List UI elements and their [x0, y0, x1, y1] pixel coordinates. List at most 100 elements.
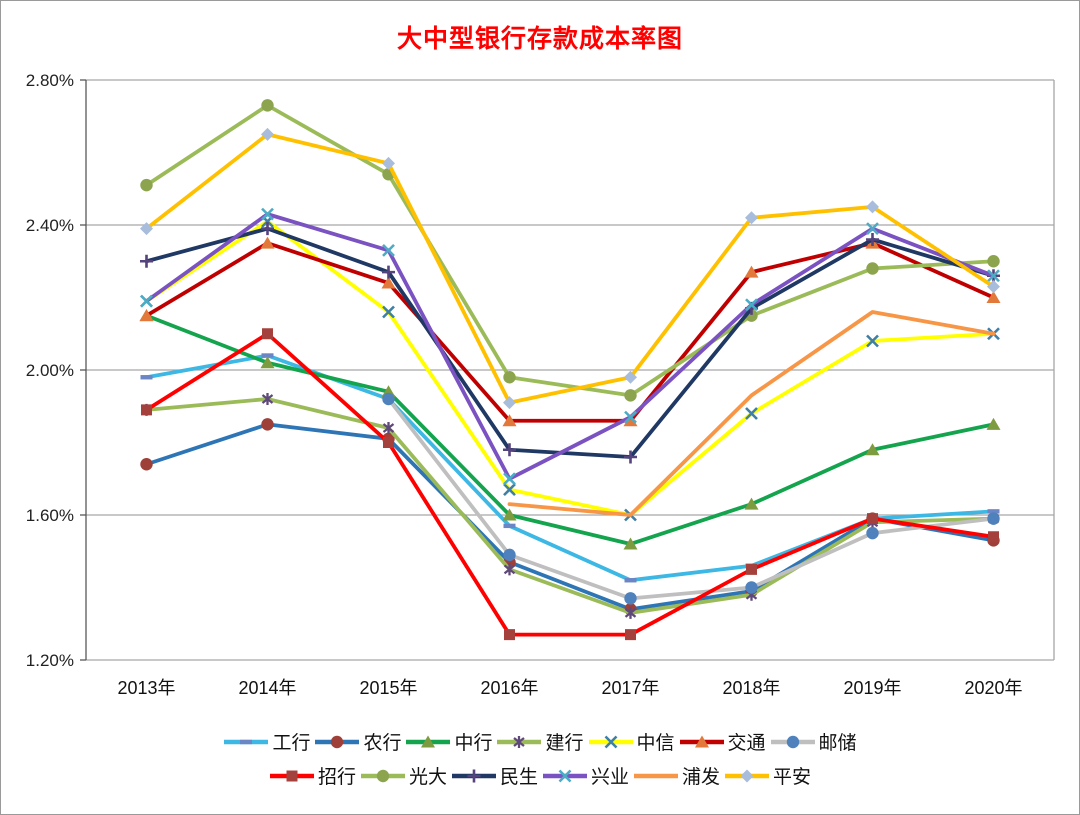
legend-item-4: 中信: [588, 728, 675, 755]
legend-swatch: [315, 735, 360, 748]
legend-item-3: 建行: [496, 728, 584, 755]
series-marker: [503, 483, 516, 497]
series-marker: [740, 769, 754, 782]
series-marker: [262, 328, 273, 340]
series-marker: [382, 392, 395, 406]
legend-label: 中信: [636, 732, 675, 754]
series-line-12: [144, 132, 996, 405]
series-marker: [623, 414, 638, 427]
series-marker: [467, 769, 481, 782]
series-marker: [866, 200, 879, 214]
series-marker: [382, 156, 395, 170]
y-tick-label: 2.80%: [26, 71, 74, 90]
series-line-7: [144, 331, 996, 637]
series-marker: [986, 291, 1001, 303]
series-marker: [987, 255, 1000, 268]
series-marker: [503, 472, 516, 486]
series-marker: [139, 309, 154, 322]
x-tick-label: 2017年: [601, 678, 659, 698]
series-marker: [503, 523, 516, 529]
series-marker: [987, 512, 1000, 525]
x-tick-label: 2016年: [480, 678, 538, 698]
series-line-8: [144, 103, 996, 398]
series-marker: [261, 393, 274, 405]
legend-label: 民生: [499, 766, 538, 788]
series-marker: [624, 389, 637, 402]
series-marker: [745, 211, 758, 225]
series-marker: [261, 127, 274, 141]
chart-legend: 工行 农行 中行 建行 中信 交通 邮储 招行 光大 民生 兴业 浦发 平安: [1, 728, 1079, 789]
series-marker: [625, 629, 636, 641]
series-marker: [987, 269, 1000, 283]
legend-swatch: [634, 773, 679, 778]
legend-swatch: [269, 770, 314, 781]
series-marker: [694, 735, 709, 747]
series-marker: [383, 437, 394, 448]
series-marker: [260, 236, 275, 249]
series-marker: [261, 222, 274, 236]
series-marker: [141, 404, 152, 416]
series-marker: [331, 735, 344, 748]
legend-swatch: [224, 739, 269, 744]
series-marker: [866, 526, 879, 540]
legend-item-12: 平安: [724, 762, 811, 789]
legend-row-1: 工行 农行 中行 建行 中信 交通 邮储: [223, 728, 857, 755]
legend-swatch: [497, 735, 542, 748]
series-marker: [987, 280, 1000, 294]
legend-item-2: 中行: [405, 728, 492, 755]
series-marker: [745, 581, 758, 594]
series-marker: [744, 497, 759, 510]
x-tick-label: 2019年: [843, 678, 901, 698]
x-tick-label: 2015年: [359, 678, 417, 698]
series-marker: [140, 458, 153, 471]
legend-label: 招行: [317, 766, 356, 788]
series-marker: [261, 418, 274, 431]
legend-label: 交通: [727, 732, 766, 754]
legend-swatch: [679, 735, 724, 747]
legend-swatch: [360, 769, 405, 782]
series-marker: [786, 735, 799, 748]
legend-label: 工行: [272, 732, 311, 754]
series-marker: [504, 629, 515, 641]
series-marker: [624, 592, 637, 605]
legend-swatch: [406, 735, 451, 747]
series-marker: [866, 222, 879, 236]
series-marker: [381, 276, 396, 289]
legend-label: 邮储: [818, 732, 857, 754]
series-line-3: [144, 397, 996, 615]
series-marker: [140, 375, 153, 380]
series-marker: [240, 739, 253, 744]
series-marker: [140, 222, 153, 236]
x-tick-label: 2020年: [964, 678, 1022, 698]
series-marker: [502, 414, 517, 427]
x-tick-label: 2014年: [238, 678, 296, 698]
series-marker: [624, 606, 637, 619]
series-marker: [140, 178, 153, 192]
legend-swatch: [770, 735, 815, 748]
y-tick-label: 1.20%: [26, 651, 74, 670]
series-marker: [382, 305, 395, 319]
legend-swatch: [451, 769, 496, 782]
series-marker: [745, 407, 758, 420]
series-marker: [624, 578, 637, 583]
legend-item-1: 农行: [314, 728, 401, 755]
series-marker: [866, 334, 879, 348]
y-tick-label: 2.40%: [26, 216, 74, 235]
series-marker: [502, 508, 517, 521]
series-marker: [604, 735, 617, 748]
series-marker: [140, 254, 153, 268]
series-marker: [421, 735, 436, 747]
legend-swatch: [725, 769, 770, 782]
legend-swatch: [588, 735, 633, 748]
series-marker: [866, 233, 879, 246]
series-line-1: [144, 422, 996, 612]
series-line-6: [386, 397, 996, 601]
series-marker: [986, 417, 1001, 430]
series-marker: [382, 422, 395, 434]
series-marker: [744, 265, 759, 278]
series-marker: [558, 769, 572, 782]
legend-label: 浦发: [682, 766, 721, 788]
y-tick-label: 1.60%: [26, 506, 74, 525]
legend-row-2: 招行 光大 民生 兴业 浦发 平安: [269, 762, 811, 789]
